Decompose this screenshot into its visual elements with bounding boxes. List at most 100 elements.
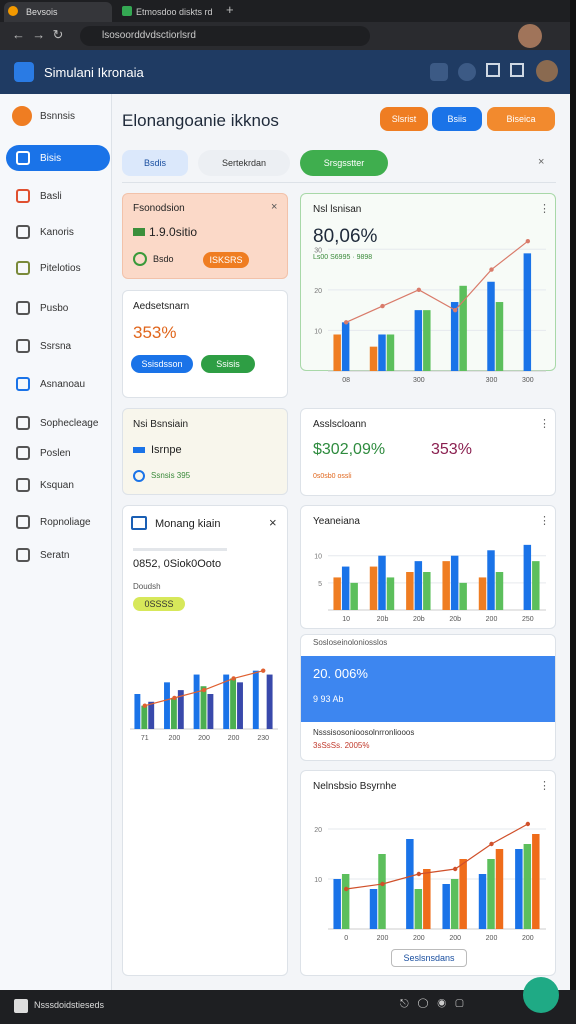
bar [341,874,350,929]
nav-buttons[interactable]: ← → ↻ [12,27,64,42]
card: Fsonodsion × 1.9.0sitio Bsdo ISKSRS [122,193,288,279]
y-tick-label: 20 [314,827,322,834]
button[interactable]: Slsrist [380,107,428,131]
icon-button[interactable] [486,63,500,77]
y-tick-label: 10 [314,554,322,561]
icon-button[interactable] [510,63,524,77]
bar [532,834,540,929]
tab-bar: Bevsois Etmosdoo diskts rd + [0,0,576,22]
trend-point [201,687,207,693]
bar [495,302,504,371]
chart: 10 20 30 08 300 300 300 [314,238,546,384]
card-title: Aedsetsnarn [133,301,190,312]
nav-label: Ssrsna [40,340,72,352]
card-title: Fsonodsion [133,203,185,214]
bar [414,561,423,610]
icon-button[interactable] [458,63,476,81]
chart: 71 200 200 200 230 [130,668,278,742]
close[interactable]: × [271,201,278,213]
bar [523,253,532,371]
nav-icon [16,548,30,562]
close[interactable]: × [269,515,277,530]
card-value: 353% [431,441,472,458]
bar [378,555,386,610]
nav-item[interactable]: Seratn [6,542,110,568]
trend-point [452,307,458,313]
nav-item[interactable]: Basli [6,183,110,209]
chip[interactable]: 0SSSS [133,597,185,611]
bar [450,555,459,610]
nav-icon [16,416,30,430]
card: Nsi Bsnsiain Isrnpe Ssnsis 395 [122,408,288,495]
nav-label: Ropnoliage [40,516,91,528]
nav-item[interactable]: Ssrsna [6,333,110,359]
y-tick-label: 20 [314,288,322,295]
card-strip: Sosloseinoloniosslos [313,638,388,647]
x-tick-label: 20b [377,616,389,623]
tab[interactable]: Bsdis [122,150,188,176]
nav-item[interactable]: Bsnnsis [6,103,110,129]
page-title: Elonangoanie ikknos [122,111,279,130]
icon [133,470,145,482]
avatar[interactable] [536,60,558,82]
icon-button[interactable] [430,63,448,81]
bar [442,561,450,610]
trend-point [416,287,422,293]
menu[interactable]: ⋮ [539,780,550,792]
flag [133,447,145,453]
bar [369,566,378,610]
nav-icon [16,261,30,275]
bar [478,577,487,610]
address-bar: ← → ↻ lsosoorddvdsctiorlsrd [0,22,576,50]
close[interactable]: × [538,156,545,168]
bar [442,884,450,929]
card-title: Nsi Bsnsiain [133,419,189,430]
bar [478,874,487,929]
bar [386,334,395,371]
bar [459,859,467,929]
chip[interactable]: ISKSRS [203,252,249,268]
trend-point [261,668,266,673]
nav-item[interactable]: Pitelotios [6,255,110,281]
nav-item[interactable]: Ropnoliage [6,509,110,535]
tab[interactable]: Srsgsstter [300,150,388,176]
tab[interactable]: Bevsois [4,2,112,22]
nav-item[interactable]: Asnanoau [6,371,110,397]
card-title: Monang kiain [155,518,221,530]
tab-icon [8,6,18,16]
nav-icon [16,515,30,529]
menu[interactable]: ⋮ [539,515,550,527]
nav-icon [16,478,30,492]
tab-title: Etmosdoo diskts rd [136,7,213,17]
profile[interactable] [518,24,542,48]
bar [406,572,414,610]
button[interactable]: Seslsnsdans [391,949,467,967]
x-tick-label: 200 [522,935,534,942]
tab[interactable]: Sertekrdan [198,150,290,176]
y-tick-label: 5 [318,581,322,588]
nav-item[interactable]: Ksquan [6,472,110,498]
tab[interactable]: Etmosdoo diskts rd [116,2,216,22]
nav-item[interactable]: Bisis [6,145,110,171]
pill[interactable]: Ssisis [201,355,255,373]
menu[interactable]: ⋮ [539,418,550,430]
nav-item[interactable]: Kanoris [6,219,110,245]
url-field[interactable]: lsosoorddvdsctiorlsrd [80,26,370,46]
bar [266,674,273,729]
nav-item[interactable]: Pusbo [6,295,110,321]
button[interactable]: Biseica [487,107,555,131]
pill[interactable]: Ssisdsson [131,355,193,373]
nav-item[interactable]: Sophecleage [6,410,110,436]
trend-point [343,886,349,892]
nav-label: Sophecleage [40,417,99,429]
new-tab[interactable]: + [226,2,234,17]
nav-icon [16,339,30,353]
divider [122,182,556,183]
nav-item[interactable]: Poslen [6,440,110,466]
menu[interactable]: ⋮ [539,203,550,215]
x-tick-label: 200 [486,935,498,942]
trend-point [172,695,177,701]
button[interactable]: Bsiis [432,107,482,131]
bar [134,694,141,729]
fab[interactable] [523,977,559,1013]
